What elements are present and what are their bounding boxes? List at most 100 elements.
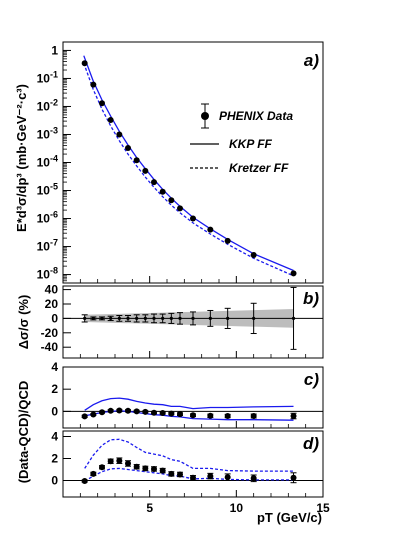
y-tick-label: -40	[41, 340, 59, 354]
data-point	[224, 474, 231, 481]
legend-label-data: PHENIX Data	[219, 109, 293, 123]
data-point	[168, 197, 175, 204]
data-point	[159, 410, 166, 417]
data-point	[125, 460, 131, 467]
data-point	[81, 413, 88, 420]
data-point	[125, 144, 131, 151]
y-tick-label: 20	[45, 297, 59, 311]
series-line-0	[84, 438, 294, 472]
x-tick-label: 10	[230, 501, 244, 515]
y-tick-label: 10-1	[37, 69, 58, 85]
data-point	[143, 316, 147, 320]
data-point	[107, 116, 114, 123]
data-point	[168, 410, 175, 417]
y-axis-title-cd: (Data-QCD)/QCD	[16, 381, 31, 484]
series-line-0	[84, 397, 294, 411]
data-point	[116, 131, 123, 138]
plot-frame	[62, 430, 324, 498]
data-point	[191, 316, 195, 320]
panel-a: 1 10-1 10-2 10-3 10-4 10-5 10-6 10-7 10-8 a)	[37, 41, 324, 284]
data-point	[99, 100, 105, 107]
y-tick-label: 4	[51, 430, 58, 444]
data-point	[159, 467, 166, 474]
x-tick-label: 5	[146, 501, 153, 515]
data-point	[207, 412, 214, 419]
y-tick-label: 10-4	[37, 154, 58, 170]
data-point	[151, 409, 157, 416]
data-point	[90, 411, 97, 418]
data-point	[126, 316, 130, 320]
data-point	[208, 316, 212, 320]
legend: PHENIX Data KKP FF Kretzer FF	[190, 103, 293, 175]
data-point	[169, 316, 173, 320]
data-point	[168, 470, 175, 477]
legend-label-kkp: KKP FF	[229, 137, 273, 151]
data-point	[100, 316, 104, 320]
data-point	[142, 167, 149, 174]
panel-label-a: a)	[304, 51, 319, 70]
data-point	[107, 407, 114, 414]
y-tick-label: 10-2	[37, 97, 58, 113]
legend-label-kretzer: Kretzer FF	[229, 161, 289, 175]
data-point	[142, 408, 149, 415]
data-point	[99, 409, 105, 416]
data-point	[207, 473, 214, 480]
data-point	[207, 226, 214, 233]
legend-data-marker	[201, 112, 209, 120]
y-tick-label: 40	[45, 283, 59, 297]
data-point	[226, 316, 230, 320]
panel-label-c: c)	[304, 370, 319, 389]
data-point	[107, 458, 114, 465]
data-point	[81, 60, 88, 67]
y-tick-label: 10-8	[37, 266, 58, 282]
data-point	[250, 413, 257, 420]
data-point	[133, 408, 140, 415]
plot-frame	[62, 366, 324, 429]
y-tick-label: 2	[51, 452, 58, 466]
y-tick-label: 10-6	[37, 210, 58, 226]
data-point	[133, 157, 140, 164]
y-tick-label: 10-3	[37, 125, 58, 141]
data-point	[250, 251, 257, 258]
data-point	[190, 215, 196, 222]
data-point	[161, 316, 165, 320]
data-point	[99, 464, 105, 471]
data-point	[159, 188, 166, 195]
data-point	[291, 316, 296, 320]
y-tick-label: 0	[51, 404, 58, 418]
data-point	[224, 413, 231, 420]
x-axis-title: pT (GeV/c)	[257, 510, 322, 525]
data-point	[83, 316, 87, 320]
series-line-1	[84, 410, 294, 421]
y-tick-label: 10-5	[37, 182, 58, 198]
panel-d: 4 2 0 d) 5 10 15	[51, 430, 330, 516]
data-point	[125, 407, 131, 414]
panel-c: 4 2 0 c)	[51, 360, 324, 429]
data-point	[290, 474, 297, 481]
data-point	[151, 179, 157, 186]
data-point	[135, 316, 139, 320]
data-point	[290, 270, 297, 277]
series-line-1	[84, 467, 294, 482]
data-point	[190, 412, 196, 419]
data-point	[177, 205, 183, 212]
y-tick-label: -20	[41, 326, 59, 340]
y-tick-label: 10-7	[37, 238, 58, 254]
data-point	[142, 465, 149, 472]
data-point	[250, 475, 257, 482]
plot-frame	[62, 285, 324, 359]
data-point	[90, 470, 97, 477]
data-point	[116, 407, 123, 414]
data-point	[152, 316, 156, 320]
y-tick-label: 0	[51, 311, 58, 325]
panel-label-b: b)	[303, 289, 319, 308]
x-tick-label: 15	[316, 501, 330, 515]
data-point	[90, 81, 97, 88]
y-tick-label: 0	[51, 474, 58, 488]
y-tick-label: 1	[51, 43, 58, 57]
y-axis-title-b: Δσ/σ (%)	[16, 295, 31, 350]
data-point	[151, 465, 157, 472]
panel-label-d: d)	[303, 434, 319, 453]
